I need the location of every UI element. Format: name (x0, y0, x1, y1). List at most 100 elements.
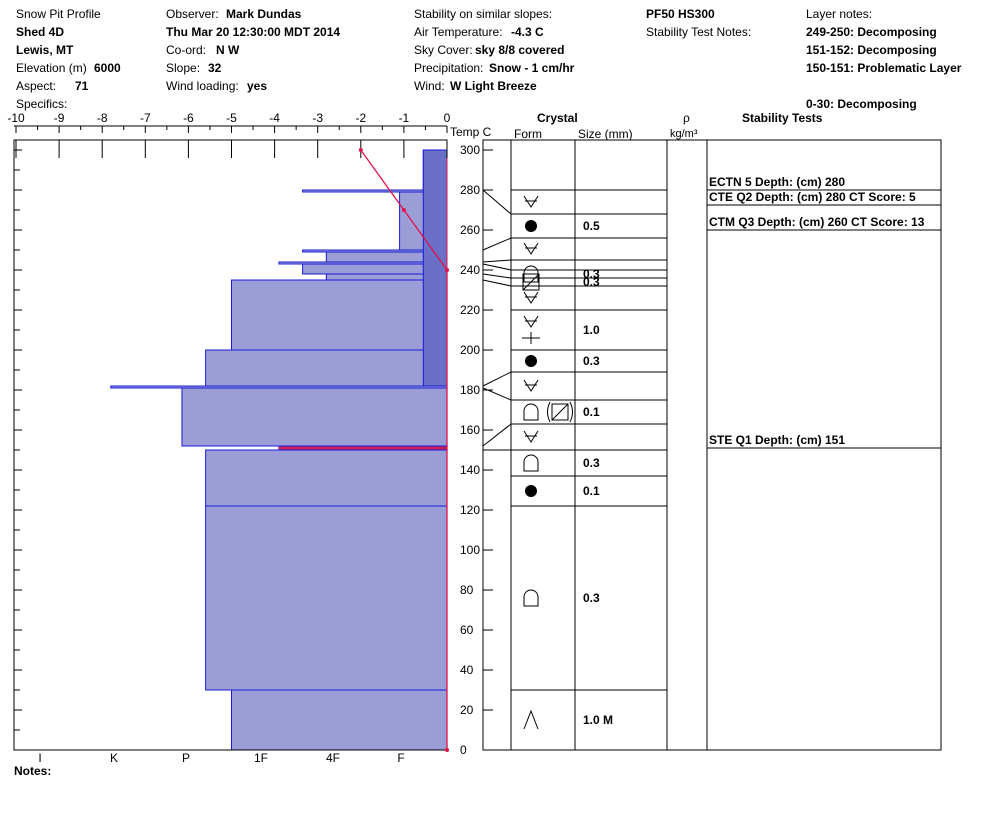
air-temp-label: Air Temperature: (414, 25, 503, 39)
size-column-header: Size (mm) (578, 127, 633, 141)
height-tick-label: 100 (460, 543, 480, 557)
temp-tick-label: -2 (355, 111, 366, 125)
location-name: Shed 4D (16, 25, 65, 39)
crystal-size-value: 0.3 (583, 354, 600, 368)
hardness-layer (231, 279, 448, 351)
hardness-layer (205, 505, 448, 691)
temp-point (401, 208, 406, 212)
height-tick-label: 0 (460, 743, 467, 757)
crystal-form-depth-hoar (523, 709, 539, 730)
temp-tick-label: -3 (312, 111, 323, 125)
specifics-label: Specifics: (16, 97, 68, 111)
elevation-label: Elevation (m) (16, 61, 87, 75)
temp-tick-label: 0 (444, 111, 451, 125)
wind-loading-value: yes (247, 79, 268, 93)
height-tick-label: 200 (460, 343, 480, 357)
crystal-size-value: 1.0 M (583, 713, 613, 727)
crystal-form-facet-square (522, 273, 540, 291)
crystal-size-value: 1.0 (583, 323, 600, 337)
hardness-tick-label: K (110, 751, 118, 765)
hardness-layer (205, 349, 448, 387)
stability-notes-label: Stability Test Notes: (646, 25, 752, 39)
layer-connector (482, 259, 512, 263)
layer-notes-label: Layer notes: (806, 7, 873, 21)
layer-note: 151-152: Decomposing (806, 43, 937, 57)
aspect-label: Aspect: (16, 79, 57, 93)
crystal-form-decomp (523, 291, 539, 304)
observation-datetime: Thu Mar 20 12:30:00 MDT 2014 (166, 25, 341, 39)
crystal-size-value: 0.3 (583, 456, 600, 470)
precip-label: Precipitation: (414, 61, 484, 75)
layer-note: 249-250: Decomposing (806, 25, 937, 39)
temp-point (445, 748, 449, 752)
height-tick-label: 280 (460, 183, 480, 197)
wind-loading-label: Wind loading: (166, 79, 239, 93)
crystal-form-decomp (523, 242, 539, 255)
air-temp-value: -4.3 C (511, 25, 544, 39)
coord-value: N W (216, 43, 240, 57)
height-tick-label: 80 (460, 583, 474, 597)
crystal-size-value: 0.5 (583, 219, 600, 233)
layer-connector (482, 189, 512, 215)
height-tick-label: 160 (460, 423, 480, 437)
layer-connector (482, 423, 512, 447)
observer-value: Mark Dundas (226, 7, 302, 21)
crystal-size-value: 0.3 (583, 275, 600, 289)
layer-note: 150-151: Problematic Layer (806, 61, 962, 75)
density-column-header: ρ (683, 111, 690, 125)
height-tick-label: 220 (460, 303, 480, 317)
crystal-form-faceted (523, 454, 539, 472)
height-tick-label: 20 (460, 703, 474, 717)
temp-profile-line (360, 149, 448, 750)
density-unit-header: kg/m³ (670, 128, 698, 140)
crystal-form-faceted (523, 589, 539, 607)
form-column-header: Form (514, 127, 542, 141)
coord-label: Co-ord: (166, 43, 207, 57)
crystal-form-faceted (523, 403, 539, 421)
hardness-layer (181, 387, 448, 447)
hardness-tick-label: 4F (326, 751, 340, 765)
pf-hs-value: PF50 HS300 (646, 7, 715, 21)
wind-label: Wind: (414, 79, 445, 93)
temp-point (445, 268, 449, 272)
crystal-table-frame (482, 139, 942, 751)
precip-value: Snow - 1 cm/hr (489, 61, 575, 75)
crystal-size-value: 0.3 (583, 591, 600, 605)
crystal-size-value: 0.3 (583, 267, 600, 281)
crystal-form-rimed (522, 332, 540, 344)
temp-tick-label: -1 (399, 111, 410, 125)
hardness-layer (231, 689, 448, 751)
crystal-form-rounded (525, 220, 537, 232)
hardness-tick-label: I (38, 751, 41, 765)
stability-similar-label: Stability on similar slopes: (414, 7, 553, 21)
crystal-size-value: 0.1 (583, 484, 600, 498)
aspect-value: 71 (75, 79, 89, 93)
wind-value: W Light Breeze (450, 79, 537, 93)
hardness-layer (205, 449, 448, 507)
crystal-form-paren-square (547, 401, 573, 423)
crystal-form-decomp (523, 315, 539, 328)
crystal-form-rounded (525, 355, 537, 367)
sky-value: sky 8/8 covered (475, 43, 565, 57)
stability-test-entry: ECTN 5 Depth: (cm) 280 (709, 175, 845, 189)
height-tick-label: 140 (460, 463, 480, 477)
temp-tick-label: -10 (7, 111, 25, 125)
temp-tick-label: -4 (269, 111, 280, 125)
height-tick-label: 260 (460, 223, 480, 237)
height-tick-label: 180 (460, 383, 480, 397)
layer-note: 0-30: Decomposing (806, 97, 917, 111)
slope-label: Slope: (166, 61, 201, 75)
temp-tick-label: -6 (183, 111, 194, 125)
crystal-form-faceted (523, 265, 539, 283)
notes-label: Notes: (14, 764, 52, 778)
problem-layer-marker (278, 446, 447, 450)
sky-label: Sky Cover: (414, 43, 473, 57)
temp-tick-label: -7 (140, 111, 151, 125)
height-tick-label: 120 (460, 503, 480, 517)
crystal-column-header: Crystal (537, 111, 578, 125)
hardness-tick-label: P (182, 751, 190, 765)
crystal-form-rounded (525, 485, 537, 497)
stability-tests-header: Stability Tests (742, 111, 823, 125)
hardness-tick-label: 1F (254, 751, 268, 765)
